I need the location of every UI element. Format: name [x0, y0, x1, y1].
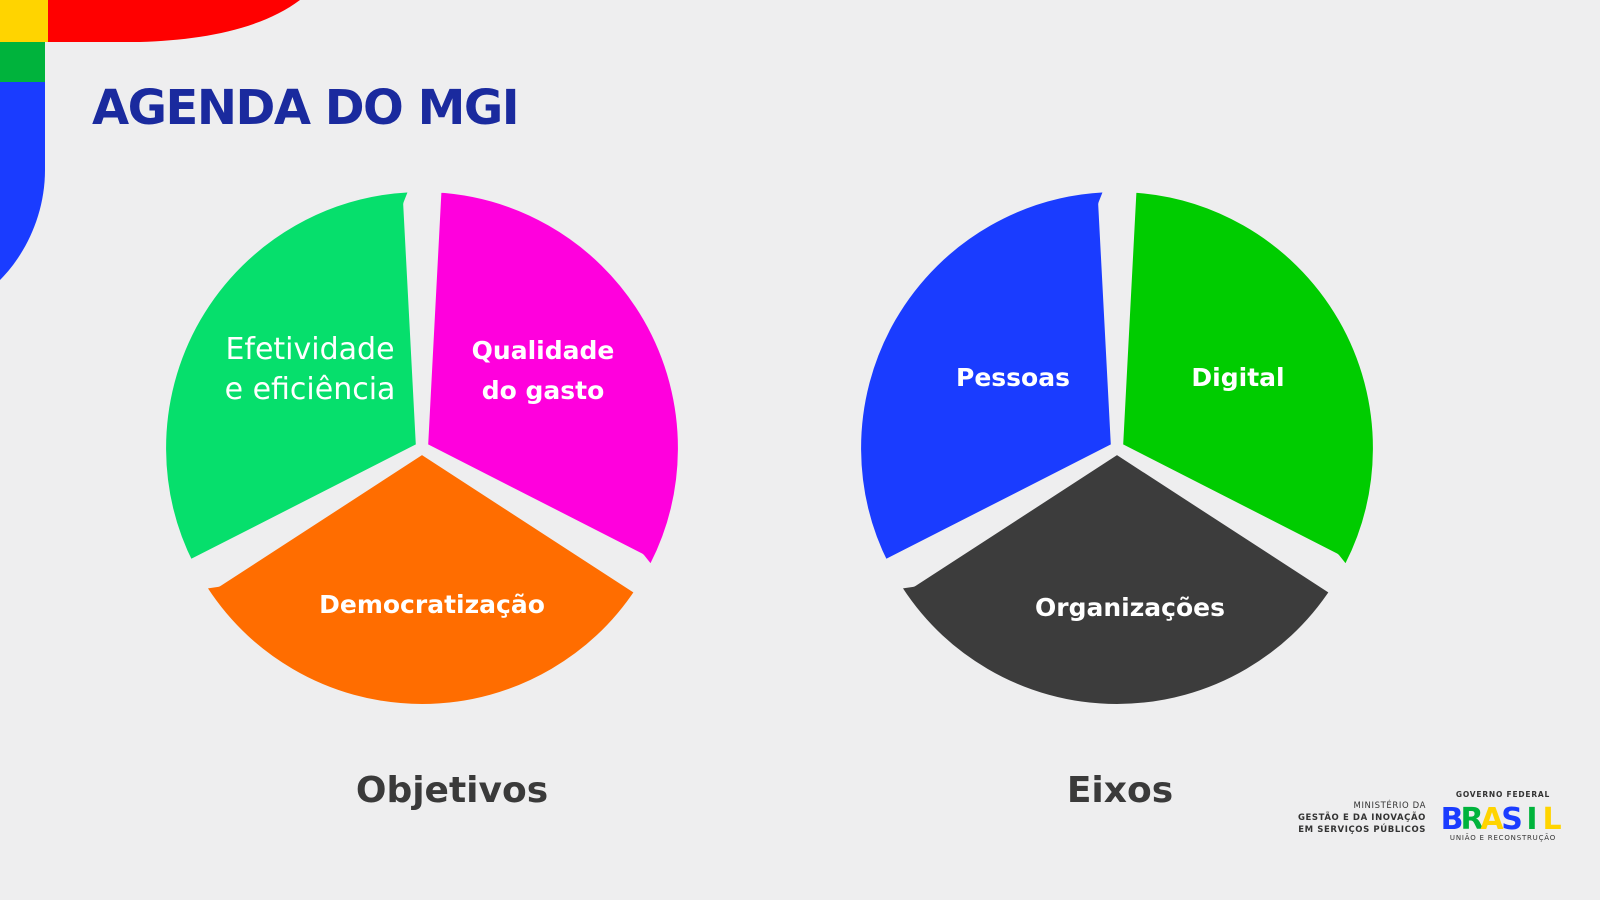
- segment-label-democratizacao: Democratização: [319, 590, 545, 619]
- brasil-letter: S: [1501, 802, 1523, 833]
- segment-digital: [1111, 180, 1385, 592]
- cycle-diagram-eixos: Pessoas Digital Organizações: [835, 160, 1415, 760]
- ministry-line-2: GESTÃO E DA INOVAÇÃO: [1297, 813, 1426, 823]
- brasil-letter: B: [1441, 802, 1464, 833]
- ministry-logo-text: MINISTÉRIO DA GESTÃO E DA INOVAÇÃO EM SE…: [1268, 800, 1426, 836]
- corner-red-shape: [48, 0, 300, 42]
- brasil-letter: I: [1526, 802, 1537, 833]
- page-title: AGENDA DO MGI: [92, 80, 520, 136]
- segment-label-pessoas: Pessoas: [956, 363, 1070, 392]
- ministry-line-1: MINISTÉRIO DA: [1353, 801, 1426, 811]
- segment-democratizacao: [177, 442, 648, 716]
- uniao-reconstrucao-label: UNIÃO E RECONSTRUÇÃO: [1449, 834, 1557, 842]
- brasil-letter: R: [1460, 802, 1483, 833]
- corner-decoration: [0, 0, 300, 280]
- segment-label-digital: Digital: [1191, 363, 1285, 392]
- segment-pessoas: [849, 166, 1123, 573]
- cycle-diagram-objetivos: Efetividade e eficiência Qualidade do ga…: [140, 160, 720, 760]
- ministry-line-3: EM SERVIÇOS PÚBLICOS: [1298, 825, 1426, 835]
- segment-qualidade: [416, 180, 690, 592]
- caption-objetivos: Objetivos: [355, 770, 549, 811]
- corner-green-block: [0, 42, 45, 82]
- brasil-letter: A: [1480, 802, 1504, 833]
- corner-blue-shape: [0, 82, 45, 280]
- brasil-letter: L: [1542, 802, 1561, 833]
- segment-label-qualidade: Qualidade do gasto: [471, 336, 615, 405]
- segment-efetividade: [154, 166, 428, 573]
- segment-label-efetividade: Efetividade e eficiência: [224, 332, 396, 407]
- caption-eixos: Eixos: [1066, 770, 1174, 811]
- segment-organizacoes: [872, 442, 1343, 716]
- segment-label-organizacoes: Organizações: [1035, 593, 1225, 622]
- corner-yellow-block: [0, 0, 48, 42]
- governo-federal-label: GOVERNO FEDERAL: [1455, 790, 1551, 799]
